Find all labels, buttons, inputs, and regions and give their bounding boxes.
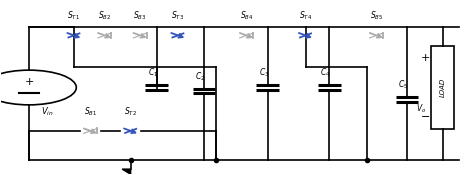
- Text: $C_1$: $C_1$: [148, 67, 158, 79]
- Polygon shape: [122, 169, 131, 174]
- Text: $S_{T1}$: $S_{T1}$: [67, 10, 81, 22]
- Text: +: +: [421, 53, 430, 63]
- Text: $S_{T4}$: $S_{T4}$: [299, 10, 312, 22]
- Text: $S_{B5}$: $S_{B5}$: [370, 10, 383, 22]
- Text: $C_3$: $C_3$: [259, 67, 269, 79]
- Text: $S_{T2}$: $S_{T2}$: [124, 105, 137, 118]
- Text: $S_{T3}$: $S_{T3}$: [172, 10, 184, 22]
- Text: $S_{B3}$: $S_{B3}$: [133, 10, 147, 22]
- Text: $S_{B1}$: $S_{B1}$: [84, 105, 97, 118]
- Text: $S_{B4}$: $S_{B4}$: [240, 10, 253, 22]
- Text: $S_{B2}$: $S_{B2}$: [98, 10, 111, 22]
- Text: +: +: [24, 77, 34, 87]
- Text: LOAD: LOAD: [439, 78, 446, 97]
- Text: $C_5$: $C_5$: [398, 79, 409, 91]
- Text: $C_4$: $C_4$: [320, 67, 330, 79]
- FancyBboxPatch shape: [431, 46, 454, 129]
- Text: $V_o$: $V_o$: [416, 102, 426, 115]
- Text: $C_2$: $C_2$: [195, 70, 205, 83]
- Text: $V_{in}$: $V_{in}$: [41, 106, 54, 118]
- Text: −: −: [421, 112, 430, 122]
